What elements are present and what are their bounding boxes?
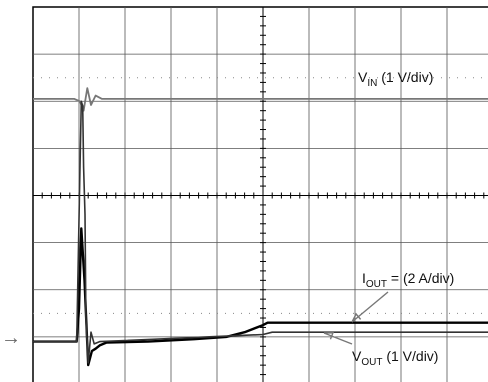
- arrow-iout-head: [351, 312, 362, 323]
- plot-frame: [32, 6, 488, 382]
- trace-vout: [33, 227, 488, 367]
- trace-vin: [33, 87, 488, 112]
- trace-iout: [33, 100, 488, 364]
- ground-marker-arrow: →: [1, 327, 21, 349]
- arrow-vout-head: [323, 332, 335, 340]
- arrow-vout: [323, 332, 353, 345]
- series-label-vout: VOUT (1 V/div): [352, 348, 438, 368]
- series-label-iout: IOUT = (2 A/div): [362, 270, 454, 290]
- series-label-vin: VIN (1 V/div): [358, 69, 433, 89]
